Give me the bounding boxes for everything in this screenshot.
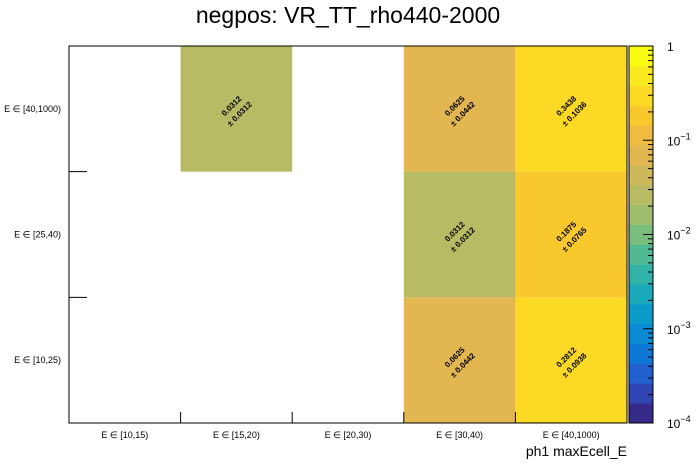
color-scale-tick-label: 1 [667, 40, 674, 54]
x-tick-label: E ∈ [20,30) [325, 430, 372, 440]
color-scale-band [629, 85, 653, 106]
heatmap-cell [515, 46, 627, 172]
frame-layer [68, 45, 628, 424]
y-tick-label: E ∈ [10,25) [14, 355, 61, 365]
color-scale-band [629, 204, 653, 225]
color-scale-band [629, 264, 653, 285]
color-scale-band [629, 125, 653, 146]
heatmap-cell [403, 297, 516, 423]
color-scale-tick-exponent: −4 [680, 414, 690, 424]
heatmap-cell [403, 46, 516, 172]
x-tick-label: E ∈ [15,20) [213, 430, 260, 440]
color-scale-tick-label: 10−3 [667, 320, 691, 337]
color-scale-tick-label: 10−1 [667, 131, 691, 148]
x-tick-label: E ∈ [40,1000) [543, 430, 600, 440]
y-tick-label: E ∈ [40,1000) [4, 104, 61, 114]
color-scale-tick-label: 10−4 [667, 414, 691, 431]
color-scale-band [629, 65, 653, 87]
heatmap-cell [515, 297, 627, 423]
color-scale-band [629, 145, 653, 166]
color-scale-band [629, 184, 653, 206]
heatmap-cell [515, 171, 627, 298]
y-axis: E ∈ [10,25) E ∈ [25,40) E ∈ [40,1000) [4, 104, 87, 365]
color-scale-band [629, 343, 653, 364]
x-axis: E ∈ [10,15) E ∈ [15,20) E ∈ [20,30) E ∈ [30… [101, 412, 600, 440]
color-scale-band [629, 323, 653, 345]
color-scale-tick-exponent: −1 [680, 131, 690, 141]
heatmap-cell [403, 171, 516, 298]
chart-title: negpos: VR_TT_rho440-2000 [195, 2, 501, 28]
color-scale-band [629, 403, 653, 424]
color-scale-band [629, 165, 653, 186]
color-scale-band [629, 303, 653, 325]
color-scale-band [629, 383, 653, 404]
x-axis-title: ph1 maxEcell_E [526, 443, 627, 459]
heatmap-cell [180, 46, 293, 172]
color-scale-tick-exponent: −3 [680, 320, 690, 330]
plot-frame [68, 45, 628, 424]
color-scale-band [629, 46, 653, 67]
color-scale-band [629, 244, 653, 265]
color-scale-band [629, 284, 653, 305]
color-scale-band [629, 224, 653, 245]
color-scale-tick-exponent: −2 [680, 226, 690, 236]
color-scale-band [629, 363, 653, 384]
color-scale-band [629, 105, 653, 126]
color-scale-tick-label: 10−2 [667, 226, 691, 243]
y-tick-label: E ∈ [25,40) [14, 230, 61, 240]
x-tick-label: E ∈ [30,40) [436, 430, 483, 440]
color-scale: 1 10−1 10−2 10−3 10−4 [628, 40, 691, 431]
cells-layer: 0.0312± 0.0312 0.0625± 0.0442 0.3438± 0.10… [180, 46, 627, 423]
x-tick-label: E ∈ [10,15) [101, 430, 148, 440]
